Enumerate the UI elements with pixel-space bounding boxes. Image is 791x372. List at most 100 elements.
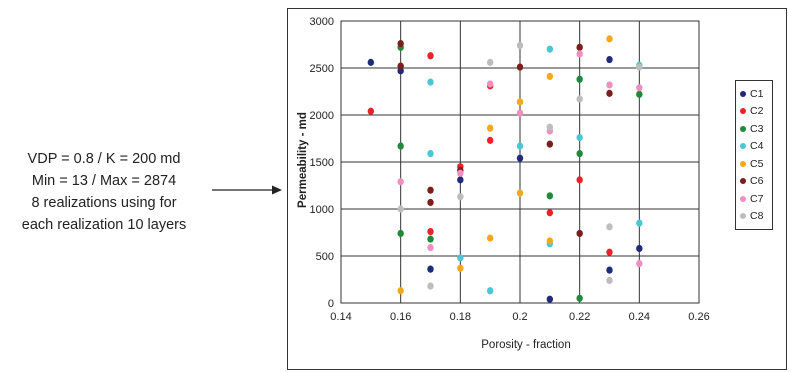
data-point-c8 <box>397 205 404 213</box>
data-point-c7 <box>516 109 524 117</box>
legend-item-c7: C7 <box>740 190 772 208</box>
data-point-c8 <box>606 223 613 231</box>
data-point-c6 <box>576 229 583 238</box>
data-point-c1 <box>457 176 464 184</box>
data-point-c6 <box>427 186 434 194</box>
data-point-c8 <box>457 193 464 201</box>
legend-label: C1 <box>750 87 764 100</box>
legend-label: C2 <box>750 105 764 118</box>
x-tick-label: 0.24 <box>629 311 650 323</box>
data-point-c5 <box>546 72 554 81</box>
data-point-c6 <box>576 43 583 51</box>
data-point-c1 <box>606 266 613 274</box>
data-point-c2 <box>427 227 434 236</box>
data-point-c6 <box>546 140 554 148</box>
y-tick-label: 1500 <box>310 157 334 169</box>
data-point-c2 <box>486 136 494 144</box>
data-point-c8 <box>486 58 494 66</box>
legend-marker <box>740 108 746 115</box>
data-point-c3 <box>546 192 554 200</box>
y-axis-label: Permeability - md <box>297 112 309 208</box>
legend-label: C3 <box>750 122 764 135</box>
data-point-c6 <box>427 198 434 207</box>
legend-marker <box>740 213 746 220</box>
data-point-c5 <box>516 189 524 197</box>
annotation-line: Min = 13 / Max = 2874 <box>31 173 177 189</box>
data-point-c4 <box>546 45 554 53</box>
data-point-c1 <box>516 154 524 162</box>
legend-item-c5: C5 <box>740 155 772 173</box>
data-point-c3 <box>397 229 404 238</box>
x-tick-label: 0.16 <box>390 311 411 323</box>
data-point-c2 <box>427 52 434 60</box>
data-point-c3 <box>427 235 434 243</box>
legend-label: C8 <box>750 210 764 223</box>
data-point-c8 <box>636 63 643 71</box>
data-point-c5 <box>546 237 554 245</box>
data-point-c6 <box>397 39 404 48</box>
data-point-c7 <box>457 169 464 177</box>
legend-marker <box>740 143 746 150</box>
y-tick-label: 2000 <box>310 110 334 122</box>
legend-item-c3: C3 <box>740 120 772 138</box>
data-point-c4 <box>516 142 524 150</box>
data-point-c5 <box>397 287 404 295</box>
x-tick-label: 0.22 <box>569 311 590 323</box>
data-point-c8 <box>516 41 524 50</box>
x-tick-label: 0.26 <box>688 311 709 323</box>
data-point-c7 <box>397 178 404 186</box>
annotation-text: VDP = 0.8 / K = 200 md Min = 13 / Max = … <box>0 148 208 236</box>
x-axis-label: Porosity - fraction <box>481 339 570 351</box>
data-point-c1 <box>546 295 554 303</box>
data-point-c4 <box>486 287 494 295</box>
data-point-c4 <box>636 219 643 227</box>
data-point-c1 <box>367 58 375 66</box>
y-tick-label: 0 <box>328 298 334 310</box>
y-tick-label: 500 <box>316 251 334 263</box>
legend-marker <box>740 160 746 167</box>
data-point-c3 <box>397 142 404 150</box>
data-point-c4 <box>457 254 464 262</box>
arrow-icon <box>212 185 282 195</box>
data-point-c1 <box>427 265 434 273</box>
data-point-c7 <box>636 259 643 268</box>
data-point-c6 <box>606 89 613 97</box>
data-point-c3 <box>576 75 583 83</box>
annotation-line: 8 realizations using for <box>31 195 177 211</box>
legend-item-c6: C6 <box>740 173 772 191</box>
chart-frame <box>287 8 787 370</box>
legend-item-c8: C8 <box>740 208 772 226</box>
data-point-c8 <box>427 282 434 290</box>
chart-legend: C1 C2 C3 C4 C5 C6 C7 C8 <box>735 80 773 230</box>
data-point-c4 <box>427 149 434 158</box>
y-tick-label: 2500 <box>310 63 334 75</box>
data-point-c7 <box>486 80 494 88</box>
legend-item-c1: C1 <box>740 85 772 103</box>
legend-label: C7 <box>750 192 764 205</box>
data-point-c6 <box>397 62 404 70</box>
annotation-line: each realization 10 layers <box>21 217 187 233</box>
x-tick-label: 0.18 <box>450 311 471 323</box>
data-point-c3 <box>576 149 583 158</box>
data-point-c8 <box>576 95 583 103</box>
legend-marker <box>740 125 746 132</box>
data-point-c2 <box>606 248 613 256</box>
data-point-c7 <box>576 50 583 58</box>
x-tick-label: 0.14 <box>330 311 351 323</box>
data-point-c7 <box>636 84 643 92</box>
legend-label: C5 <box>750 157 764 170</box>
data-point-c5 <box>457 264 464 272</box>
legend-marker <box>740 90 746 97</box>
legend-label: C6 <box>750 175 764 188</box>
y-tick-label: 3000 <box>310 16 334 28</box>
data-point-c8 <box>606 276 613 285</box>
data-point-c4 <box>427 78 434 86</box>
data-point-c4 <box>576 133 583 142</box>
data-point-c2 <box>367 107 375 115</box>
data-point-c2 <box>576 176 583 184</box>
data-point-c1 <box>606 55 613 64</box>
x-tick-label: 0.2 <box>512 311 527 323</box>
legend-marker <box>740 195 746 202</box>
data-point-c7 <box>606 81 613 89</box>
